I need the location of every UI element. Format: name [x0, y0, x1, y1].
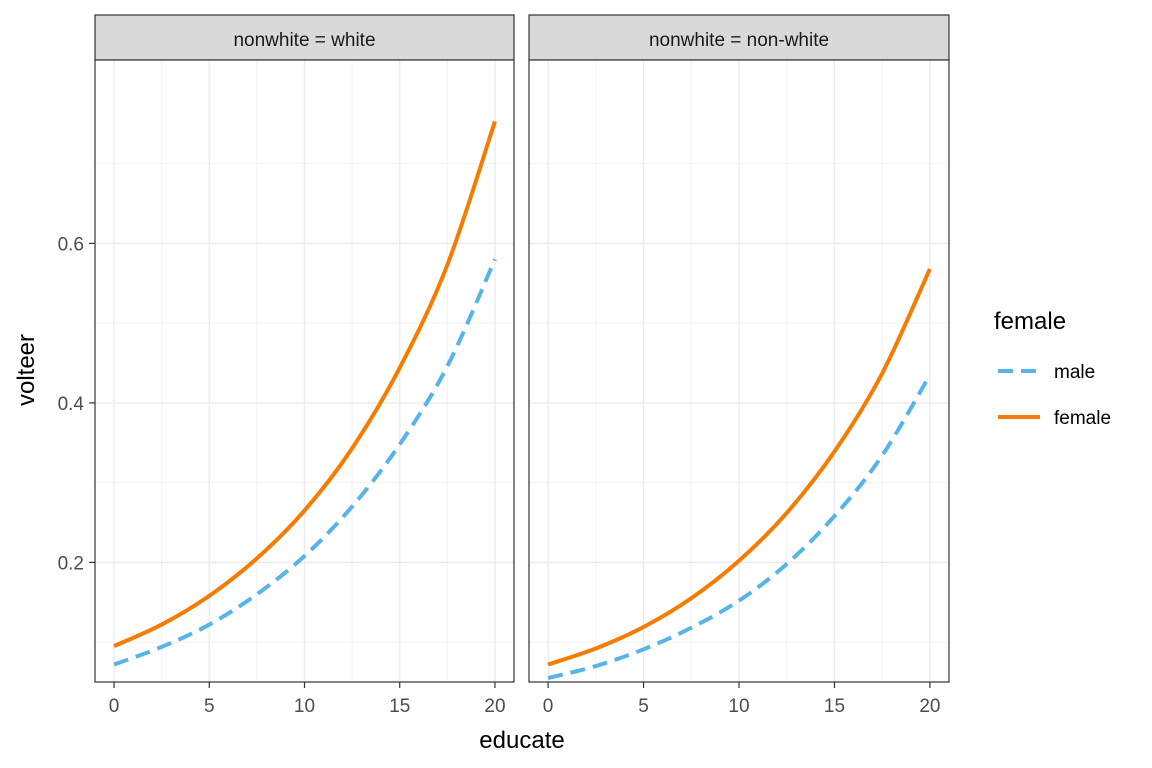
x-tick-label: 0	[543, 696, 554, 717]
x-tick-label: 0	[109, 696, 120, 717]
x-tick-label: 5	[204, 696, 215, 717]
gridlines	[95, 60, 514, 682]
y-axis-title: volteer	[13, 334, 40, 406]
legend: female male female	[994, 308, 1111, 429]
panel-2: nonwhite = non-white 0 5 10 15 20	[528, 14, 950, 717]
series-line-female	[113, 120, 497, 648]
series-line-male	[113, 258, 497, 667]
legend-title: female	[994, 308, 1066, 335]
panel-1: nonwhite = white 0 5 10 15 20 0.2 0.4 0.6	[58, 14, 515, 717]
facet-strip-label: nonwhite = non-white	[649, 30, 829, 51]
x-tick-label: 15	[824, 696, 845, 717]
series-line-male	[547, 373, 932, 680]
x-tick-label: 20	[484, 696, 505, 717]
y-tick-label: 0.6	[58, 234, 84, 255]
x-axis-title: educate	[479, 727, 564, 754]
x-tick-label: 10	[294, 696, 315, 717]
y-tick-label: 0.2	[58, 553, 84, 574]
x-tick-label: 5	[638, 696, 649, 717]
series-line-female	[547, 268, 932, 667]
x-tick-label: 10	[728, 696, 749, 717]
x-tick-label: 20	[919, 696, 940, 717]
legend-label-female: female	[1054, 408, 1111, 429]
x-tick-label: 15	[389, 696, 410, 717]
facet-strip-label: nonwhite = white	[233, 30, 375, 51]
facet-strip	[528, 14, 950, 61]
legend-label-male: male	[1054, 362, 1095, 383]
y-tick-label: 0.4	[58, 394, 85, 415]
facet-strip	[94, 14, 515, 61]
